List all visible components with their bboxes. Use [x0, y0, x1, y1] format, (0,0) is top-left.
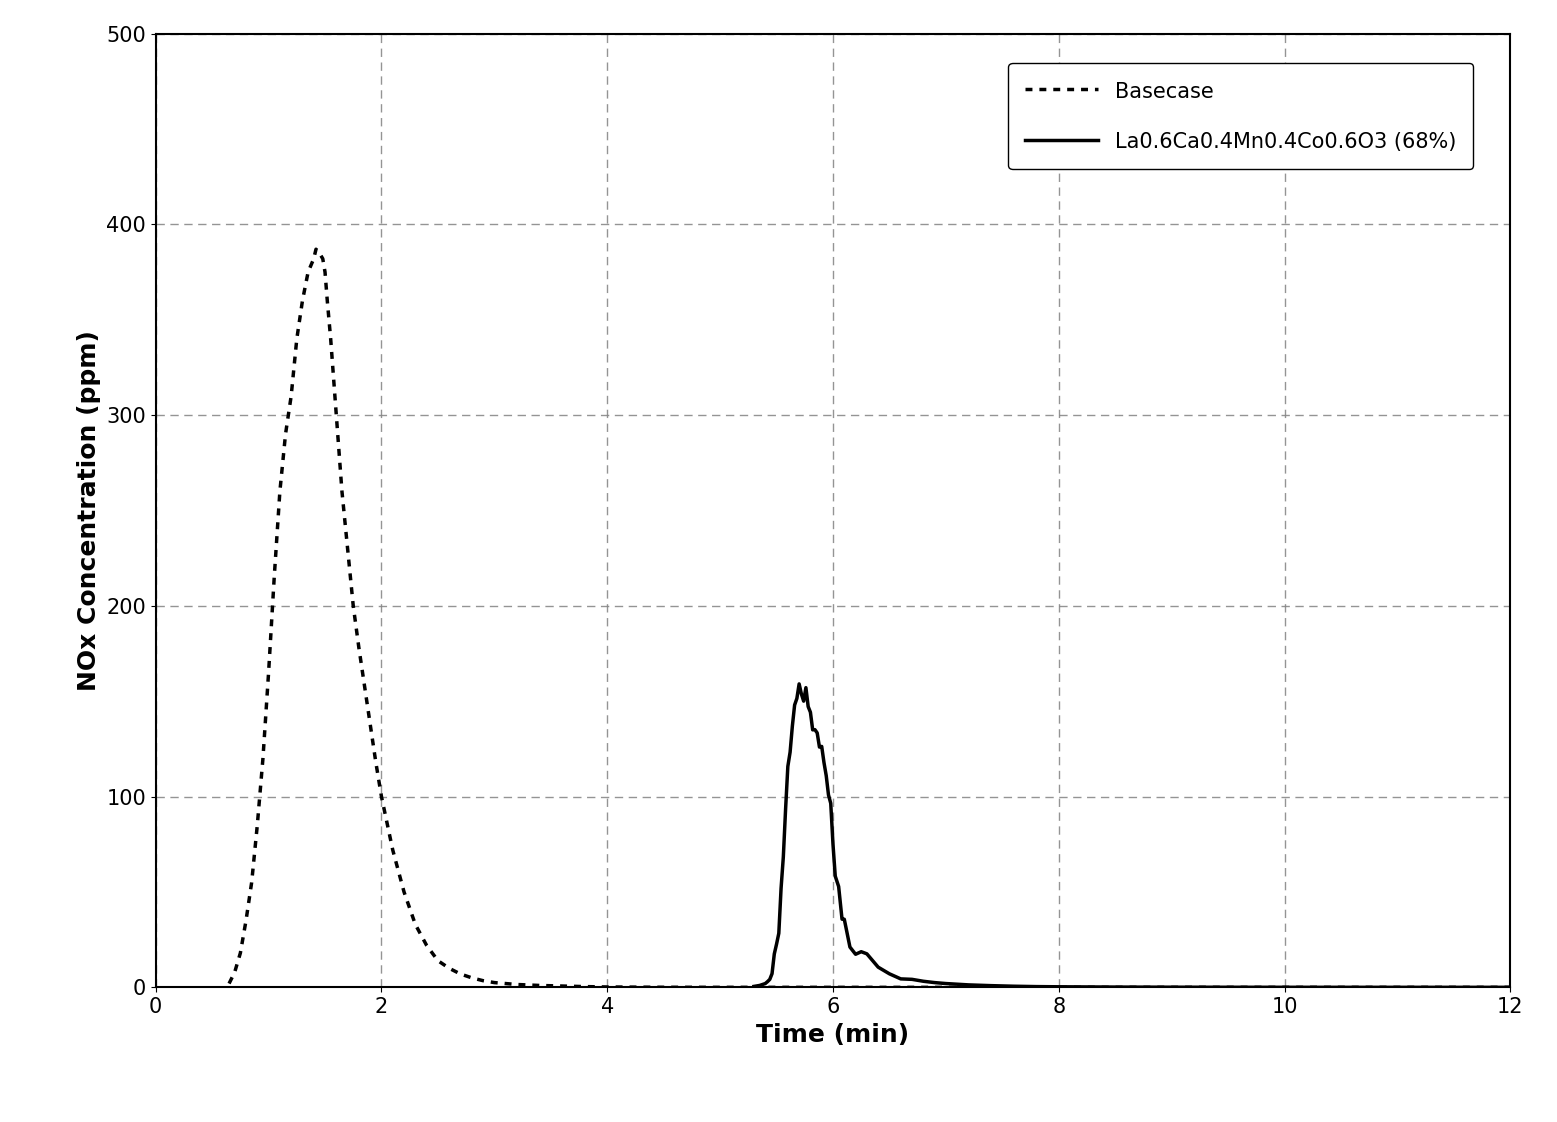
Basecase — [1501, 981, 1520, 994]
Basecase — [293, 294, 311, 307]
La0.6Ca0.4Mn0.4Co0.6O3 (68%) — [789, 678, 808, 691]
Line: Basecase: Basecase — [229, 249, 1510, 987]
Basecase — [1389, 981, 1408, 994]
X-axis label: Time (min): Time (min) — [757, 1022, 909, 1047]
La0.6Ca0.4Mn0.4Co0.6O3 (68%) — [785, 698, 803, 711]
Line: La0.6Ca0.4Mn0.4Co0.6O3 (68%): La0.6Ca0.4Mn0.4Co0.6O3 (68%) — [754, 684, 1510, 987]
Y-axis label: NOx Concentration (ppm): NOx Concentration (ppm) — [76, 330, 101, 691]
Basecase — [307, 242, 325, 256]
La0.6Ca0.4Mn0.4Co0.6O3 (68%) — [744, 980, 763, 993]
La0.6Ca0.4Mn0.4Co0.6O3 (68%) — [1501, 981, 1520, 994]
La0.6Ca0.4Mn0.4Co0.6O3 (68%) — [793, 688, 811, 701]
Basecase — [254, 752, 272, 765]
Basecase — [1049, 981, 1068, 994]
La0.6Ca0.4Mn0.4Co0.6O3 (68%) — [774, 850, 793, 864]
La0.6Ca0.4Mn0.4Co0.6O3 (68%) — [847, 948, 866, 962]
Legend: Basecase, La0.6Ca0.4Mn0.4Co0.6O3 (68%): Basecase, La0.6Ca0.4Mn0.4Co0.6O3 (68%) — [1009, 63, 1473, 169]
Basecase — [220, 977, 238, 991]
Basecase — [321, 332, 339, 346]
La0.6Ca0.4Mn0.4Co0.6O3 (68%) — [799, 700, 817, 714]
Basecase — [937, 981, 956, 994]
Basecase — [276, 427, 294, 441]
La0.6Ca0.4Mn0.4Co0.6O3 (68%) — [797, 681, 816, 695]
